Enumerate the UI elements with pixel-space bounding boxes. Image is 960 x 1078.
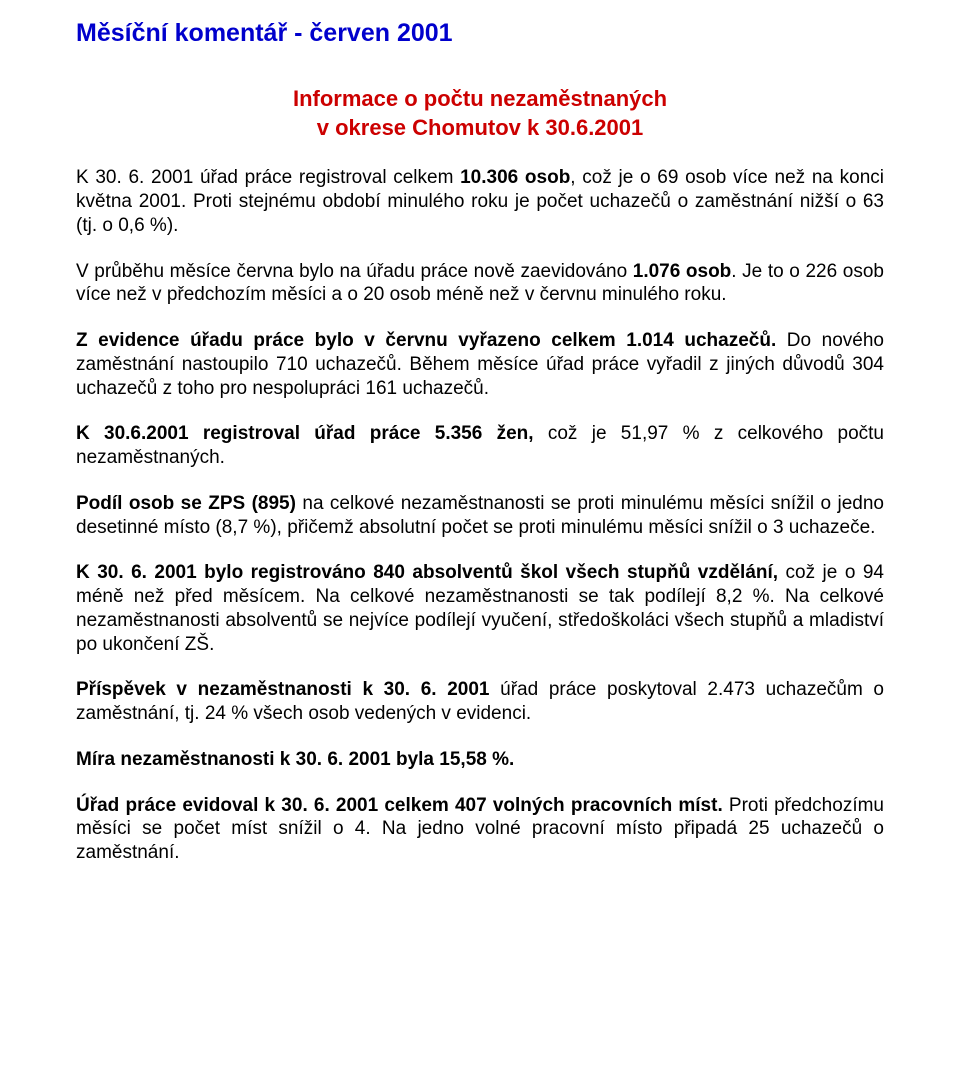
bold-run: K 30.6.2001 registroval úřad práce 5.356… (76, 423, 534, 444)
subtitle-line-1: Informace o počtu nezaměstnaných (293, 86, 667, 111)
bold-run: K 30. 6. 2001 bylo registrováno 840 abso… (76, 562, 778, 583)
subtitle-line-2: v okrese Chomutov k 30.6.2001 (317, 115, 644, 140)
paragraph-1: K 30. 6. 2001 úřad práce registroval cel… (76, 166, 884, 237)
bold-run: Příspěvek v nezaměstnanosti k 30. 6. 200… (76, 679, 490, 700)
bold-run: 1.076 osob (633, 261, 732, 282)
paragraph-9: Úřad práce evidoval k 30. 6. 2001 celkem… (76, 794, 884, 865)
bold-run: 10.306 osob (460, 167, 570, 188)
text-run: K 30. 6. 2001 úřad práce registroval cel… (76, 167, 460, 188)
paragraph-4: K 30.6.2001 registroval úřad práce 5.356… (76, 422, 884, 470)
paragraph-6: K 30. 6. 2001 bylo registrováno 840 abso… (76, 561, 884, 656)
paragraph-7: Příspěvek v nezaměstnanosti k 30. 6. 200… (76, 678, 884, 726)
page-title: Měsíční komentář - červen 2001 (76, 18, 884, 49)
bold-run: Míra nezaměstnanosti k 30. 6. 2001 byla … (76, 749, 514, 770)
paragraph-3: Z evidence úřadu práce bylo v červnu vyř… (76, 329, 884, 400)
paragraph-2: V průběhu měsíce června bylo na úřadu pr… (76, 260, 884, 308)
page-subtitle: Informace o počtu nezaměstnaných v okres… (76, 85, 884, 142)
bold-run: Úřad práce evidoval k 30. 6. 2001 celkem… (76, 795, 723, 816)
document-page: Měsíční komentář - červen 2001 Informace… (0, 0, 960, 927)
paragraph-8: Míra nezaměstnanosti k 30. 6. 2001 byla … (76, 748, 884, 772)
text-run: V průběhu měsíce června bylo na úřadu pr… (76, 261, 633, 282)
paragraph-5: Podíl osob se ZPS (895) na celkové nezam… (76, 492, 884, 540)
bold-run: Z evidence úřadu práce bylo v červnu vyř… (76, 330, 776, 351)
bold-run: Podíl osob se ZPS (895) (76, 493, 296, 514)
